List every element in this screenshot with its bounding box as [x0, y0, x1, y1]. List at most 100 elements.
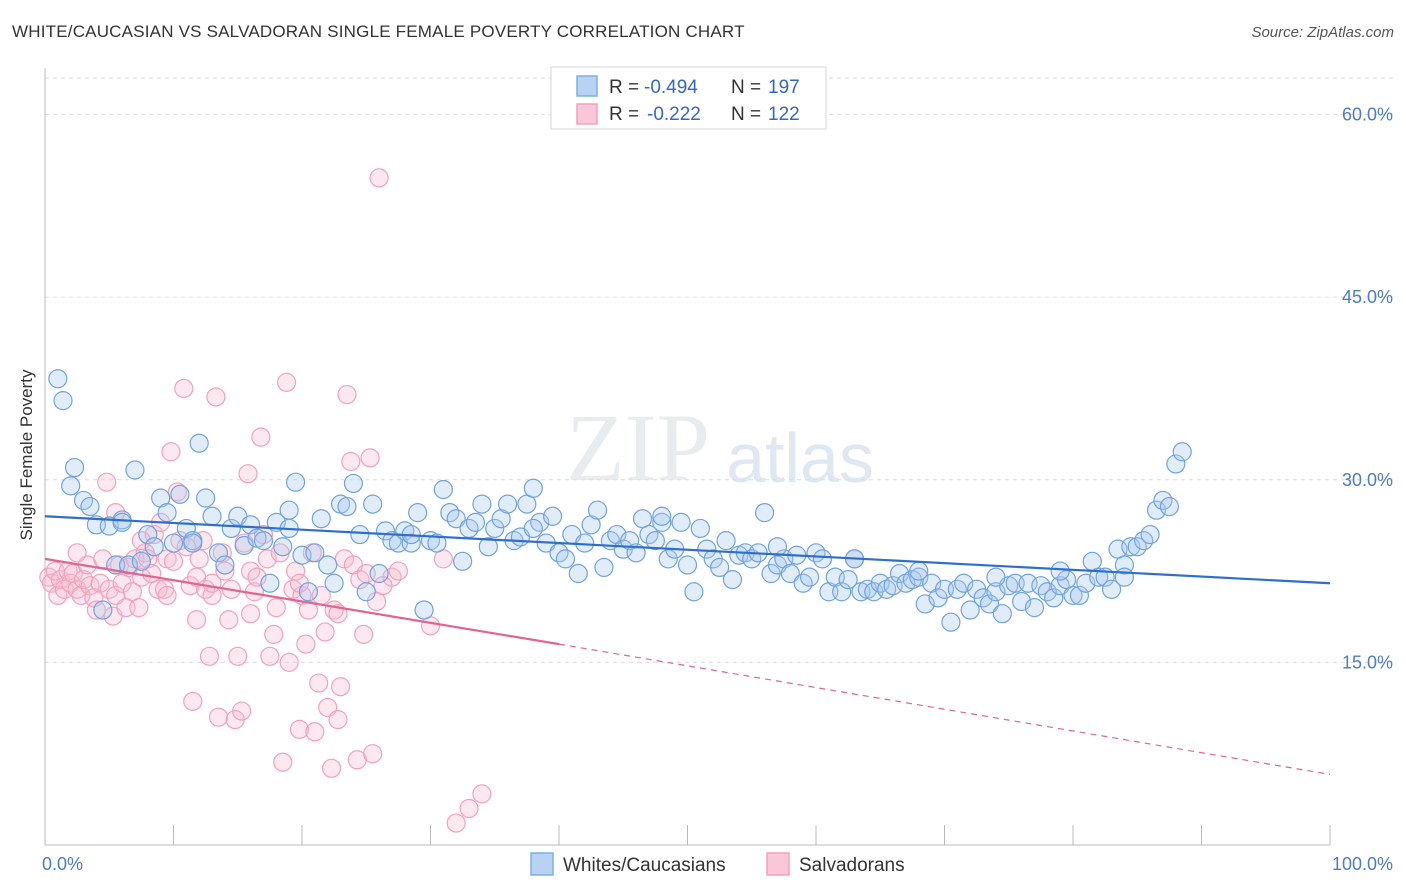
white-point — [427, 533, 447, 553]
bottom-legend-swatch-blue — [530, 852, 554, 876]
series-legend: Whites/Caucasians Salvadorans — [530, 852, 905, 876]
salvadoran-points — [39, 168, 492, 833]
white-point — [298, 582, 319, 602]
white-point — [722, 569, 743, 590]
salvadoran-point — [296, 634, 316, 654]
legend-swatch-blue — [576, 75, 598, 97]
white-point — [189, 433, 209, 453]
white-point — [215, 555, 235, 575]
salvadoran-point — [187, 567, 207, 587]
white-point — [337, 496, 357, 517]
white-point — [472, 494, 492, 514]
white-point — [877, 579, 897, 599]
salvadoran-point — [208, 707, 229, 727]
legend-n-value-2: 122 — [768, 104, 800, 125]
white-point — [196, 488, 216, 508]
salvadoran-point — [369, 168, 389, 188]
axes: 15.0% 30.0% 45.0% 60.0% 0.0% 100.0% — [42, 68, 1393, 874]
salvadoran-point — [363, 744, 383, 764]
white-point — [780, 563, 800, 584]
salvadoran-point — [276, 372, 297, 392]
source-label: Source: ZipAtlas.com — [1251, 24, 1394, 41]
salvadoran-point — [251, 427, 271, 447]
salvadoran-point — [215, 561, 235, 581]
salvadoran-point — [97, 472, 117, 492]
white-trend-line — [44, 515, 1331, 585]
white-point — [1089, 567, 1109, 587]
white-point — [273, 537, 293, 557]
white-point — [652, 512, 672, 532]
salvadoran-point — [279, 652, 299, 672]
white-point — [697, 539, 717, 559]
white-point — [523, 518, 543, 539]
salvadoran-point — [183, 691, 203, 711]
white-point — [941, 612, 961, 632]
white-point — [311, 509, 331, 529]
salvadoran-point — [305, 722, 325, 742]
salvadoran-point — [266, 597, 286, 618]
white-point — [671, 512, 691, 532]
white-point — [1024, 597, 1045, 618]
white-point — [170, 484, 190, 504]
salvadoran-point — [341, 451, 361, 472]
white-point — [485, 518, 505, 539]
salvadoran-point — [315, 622, 335, 642]
white-point — [453, 551, 473, 571]
white-point — [61, 476, 81, 496]
white-point — [305, 543, 325, 563]
salvadoran-point — [238, 464, 258, 484]
y-tick-label: 60.0% — [1342, 105, 1393, 125]
salvadoran-point — [264, 624, 284, 644]
y-tick-label: 45.0% — [1342, 287, 1393, 307]
white-point — [369, 563, 389, 584]
white-point — [221, 518, 241, 539]
white-point — [992, 604, 1012, 624]
x-tick-label: 100.0% — [1332, 854, 1393, 874]
y-tick-label: 30.0% — [1342, 470, 1393, 490]
white-point — [568, 563, 588, 584]
white-point — [138, 524, 158, 545]
white-point — [594, 557, 614, 578]
white-point — [1172, 442, 1192, 462]
white-point — [118, 555, 139, 575]
white-point — [767, 537, 788, 557]
white-point — [1114, 567, 1135, 587]
white-point — [587, 500, 608, 520]
salvadoran-point — [253, 524, 274, 545]
white-point — [64, 457, 85, 478]
salvadoran-point — [330, 677, 351, 697]
salvadoran-point — [157, 585, 177, 606]
white-point — [408, 503, 428, 523]
legend-r-label-2: R = — [609, 104, 639, 125]
white-point — [960, 600, 980, 620]
white-point — [125, 460, 145, 480]
white-point — [498, 494, 518, 514]
white-point — [112, 512, 132, 532]
salvadoran-point — [373, 576, 393, 596]
watermark-atlas: atlas — [726, 419, 874, 497]
salvadoran-point — [289, 719, 310, 739]
white-point — [832, 582, 852, 602]
white-point — [909, 561, 929, 581]
salvadoran-point — [337, 384, 357, 405]
white-point — [356, 582, 376, 602]
y-tick-label: 15.0% — [1342, 652, 1393, 672]
white-point — [260, 573, 280, 593]
white-point — [285, 472, 306, 492]
salvadoran-point — [167, 482, 187, 502]
white-point — [1146, 500, 1167, 520]
salvadoran-point — [472, 784, 492, 804]
white-point — [324, 573, 344, 593]
white-point — [523, 478, 543, 498]
salvadoran-point — [129, 597, 149, 618]
trend-lines — [44, 515, 1331, 775]
white-point — [144, 537, 164, 557]
y-axis-label: Single Female Poverty — [17, 369, 36, 541]
white-points — [48, 369, 1192, 632]
white-point — [350, 524, 370, 545]
white-point — [710, 557, 730, 578]
bottom-legend-swatch-pink — [766, 852, 790, 876]
white-point — [465, 512, 486, 532]
white-point — [620, 531, 640, 551]
